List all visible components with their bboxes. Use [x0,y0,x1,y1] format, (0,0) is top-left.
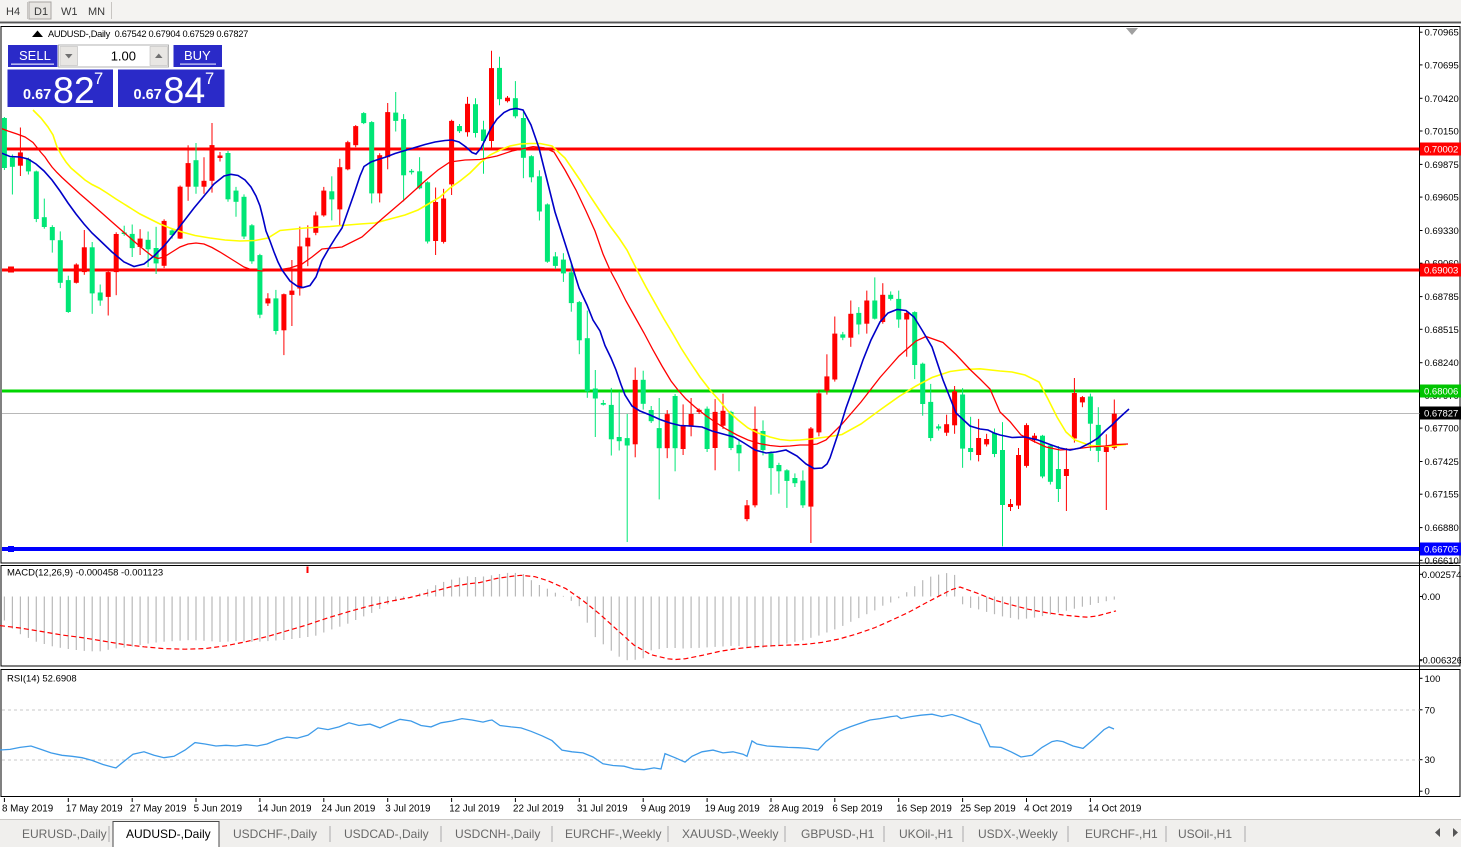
svg-text:8 May 2019: 8 May 2019 [2,804,53,815]
svg-text:82: 82 [53,69,95,111]
svg-text:UKOil-,H1: UKOil-,H1 [899,827,953,841]
svg-text:28 Aug 2019: 28 Aug 2019 [769,804,824,815]
svg-text:USDCNH-,Daily: USDCNH-,Daily [455,827,540,841]
svg-text:GBPUSD-,H1: GBPUSD-,H1 [801,827,875,841]
svg-text:0.68515: 0.68515 [1425,325,1459,336]
svg-text:USOil-,H1: USOil-,H1 [1178,827,1232,841]
svg-text:0.70695: 0.70695 [1425,60,1459,71]
svg-text:0.002574: 0.002574 [1422,570,1461,581]
svg-text:0.69330: 0.69330 [1425,226,1459,237]
svg-text:22 Jul 2019: 22 Jul 2019 [513,804,564,815]
svg-text:0.67: 0.67 [134,87,162,103]
svg-text:70: 70 [1425,705,1436,716]
svg-text:0.70002: 0.70002 [1424,145,1458,156]
svg-text:EURCHF-,Weekly: EURCHF-,Weekly [565,827,661,841]
svg-text:0.68006: 0.68006 [1424,387,1458,398]
svg-text:7: 7 [205,70,214,88]
svg-text:6 Sep 2019: 6 Sep 2019 [832,804,882,815]
svg-text:0.66705: 0.66705 [1424,545,1458,556]
svg-text:4 Oct 2019: 4 Oct 2019 [1024,804,1072,815]
svg-text:H4: H4 [6,6,20,18]
svg-text:100: 100 [1425,674,1441,685]
svg-text:0.69003: 0.69003 [1424,266,1458,277]
svg-text:16 Sep 2019: 16 Sep 2019 [896,804,952,815]
svg-text:0: 0 [1425,787,1430,798]
svg-text:30: 30 [1425,755,1436,766]
svg-text:0.67827: 0.67827 [1424,409,1458,420]
svg-text:0.68785: 0.68785 [1425,292,1459,303]
svg-text:USDCHF-,Daily: USDCHF-,Daily [233,827,317,841]
svg-text:19 Aug 2019: 19 Aug 2019 [705,804,760,815]
svg-text:0.69875: 0.69875 [1425,160,1459,171]
svg-text:25 Sep 2019: 25 Sep 2019 [960,804,1016,815]
svg-text:0.66880: 0.66880 [1425,523,1459,534]
svg-text:14 Oct 2019: 14 Oct 2019 [1088,804,1141,815]
svg-text:MN: MN [88,6,105,18]
svg-text:0.67425: 0.67425 [1425,457,1459,468]
svg-text:0.67155: 0.67155 [1425,490,1459,501]
svg-text:27 May 2019: 27 May 2019 [130,804,187,815]
svg-text:USDCAD-,Daily: USDCAD-,Daily [344,827,429,841]
svg-text:D1: D1 [34,6,48,18]
svg-text:W1: W1 [61,6,78,18]
svg-text:AUDUSD-,Daily: AUDUSD-,Daily [126,827,211,841]
svg-text:RSI(14) 52.6908: RSI(14) 52.6908 [7,674,77,685]
svg-text:17 May 2019: 17 May 2019 [66,804,123,815]
svg-text:9 Aug 2019: 9 Aug 2019 [641,804,691,815]
svg-text:12 Jul 2019: 12 Jul 2019 [449,804,500,815]
svg-text:7: 7 [94,70,103,88]
svg-text:5 Jun 2019: 5 Jun 2019 [194,804,242,815]
svg-text:EURUSD-,Daily: EURUSD-,Daily [22,827,107,841]
svg-text:0.70965: 0.70965 [1425,28,1459,39]
svg-text:MACD(12,26,9) -0.000458 -0.001: MACD(12,26,9) -0.000458 -0.001123 [7,568,163,579]
svg-text:0.67700: 0.67700 [1425,424,1459,435]
svg-text:0.00: 0.00 [1422,592,1441,603]
svg-text:EURCHF-,H1: EURCHF-,H1 [1085,827,1158,841]
svg-text:0.68240: 0.68240 [1425,358,1459,369]
svg-text:USDX-,Weekly: USDX-,Weekly [978,827,1058,841]
svg-text:BUY: BUY [184,48,211,63]
svg-text:0.69605: 0.69605 [1425,193,1459,204]
svg-text:0.70150: 0.70150 [1425,127,1459,138]
svg-text:31 Jul 2019: 31 Jul 2019 [577,804,628,815]
svg-text:0.70420: 0.70420 [1425,94,1459,105]
svg-text:0.66610: 0.66610 [1425,556,1459,567]
svg-text:84: 84 [164,69,206,111]
svg-text:0.67: 0.67 [23,87,51,103]
svg-text:3 Jul 2019: 3 Jul 2019 [385,804,430,815]
svg-text:-0.006326: -0.006326 [1419,655,1461,666]
svg-text:1.00: 1.00 [111,49,136,64]
svg-text:XAUUSD-,Weekly: XAUUSD-,Weekly [682,827,778,841]
svg-text:24 Jun 2019: 24 Jun 2019 [321,804,375,815]
svg-text:AUDUSD-,Daily 0.67542 0.67904: AUDUSD-,Daily 0.67542 0.67904 0.67529 0.… [48,29,248,39]
svg-text:SELL: SELL [19,48,51,63]
svg-text:14 Jun 2019: 14 Jun 2019 [258,804,312,815]
